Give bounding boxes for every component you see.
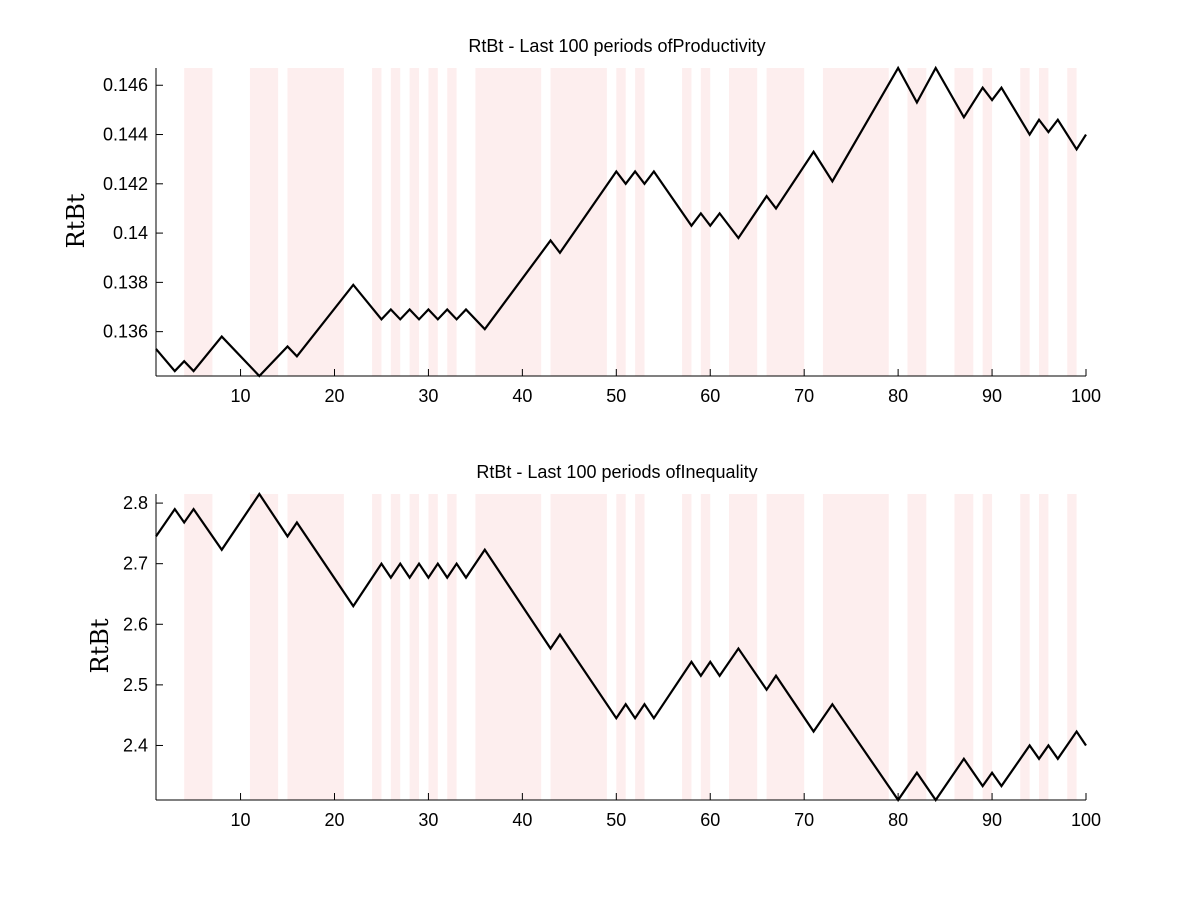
inequality-shaded-period <box>390 494 401 800</box>
productivity-shaded-period <box>729 68 758 376</box>
inequality-shaded-period <box>729 494 758 800</box>
productivity-y-tick-label: 0.144 <box>103 125 148 145</box>
inequality-panel: RtBt - Last 100 periods ofInequality 10 2… <box>86 462 1101 830</box>
inequality-x-tick-label: 60 <box>700 810 720 830</box>
inequality-shaded-period <box>907 494 927 800</box>
inequality-shaded-period <box>287 494 344 800</box>
inequality-x-tick-label: 80 <box>888 810 908 830</box>
inequality-x-tick-label: 20 <box>324 810 344 830</box>
productivity-x-tick-label: 60 <box>700 386 720 406</box>
productivity-shaded-period <box>184 68 213 376</box>
productivity-shaded-period <box>635 68 645 376</box>
inequality-series-line <box>155 492 1087 802</box>
productivity-shaded-period <box>1020 68 1030 376</box>
productivity-shaded-period <box>409 68 420 376</box>
inequality-x-tick-label: 70 <box>794 810 814 830</box>
productivity-y-tick-label: 0.14 <box>113 223 148 243</box>
inequality-shaded-period <box>1020 494 1030 800</box>
inequality-shaded-period <box>635 494 645 800</box>
productivity-y-tick-label: 0.138 <box>103 272 148 292</box>
productivity-shaded-period <box>1067 68 1077 376</box>
productivity-y-tick-label: 0.136 <box>103 322 148 342</box>
productivity-y-tick-label: 0.142 <box>103 174 148 194</box>
productivity-shaded-period <box>447 68 457 376</box>
inequality-y-axis-label: RtBt <box>86 618 114 673</box>
productivity-shaded-period <box>616 68 626 376</box>
inequality-shaded-period <box>249 494 279 800</box>
productivity-x-tick-label: 50 <box>606 386 626 406</box>
productivity-shaded-period <box>428 68 438 376</box>
inequality-axes <box>155 494 1086 801</box>
inequality-y-tick-label: 2.6 <box>123 614 148 634</box>
productivity-shaded-period <box>907 68 927 376</box>
productivity-panel: RtBt - Last 100 periods ofProductivity 1… <box>62 36 1101 406</box>
inequality-shaded-period <box>982 494 993 800</box>
inequality-shaded-period <box>822 494 889 800</box>
inequality-xticks: 10 20 30 40 50 60 70 80 90 100 <box>231 793 1101 830</box>
productivity-xticks: 10 20 30 40 50 60 70 80 90 100 <box>231 369 1101 406</box>
productivity-series-line <box>155 65 1087 378</box>
productivity-shaded-period <box>475 68 542 376</box>
inequality-shaded-period <box>475 494 542 800</box>
productivity-y-tick-label: 0.146 <box>103 75 148 95</box>
productivity-shaded-period <box>954 68 974 376</box>
productivity-shaded-period <box>700 68 711 376</box>
inequality-x-tick-label: 40 <box>512 810 532 830</box>
productivity-shaded-period <box>822 68 889 376</box>
productivity-shaded-period <box>982 68 993 376</box>
inequality-x-tick-label: 30 <box>418 810 438 830</box>
inequality-shaded-period <box>700 494 711 800</box>
inequality-shaded-period <box>428 494 438 800</box>
productivity-x-tick-label: 30 <box>418 386 438 406</box>
inequality-shaded-period <box>616 494 626 800</box>
inequality-x-tick-label: 50 <box>606 810 626 830</box>
inequality-shaded-period <box>954 494 974 800</box>
productivity-shaded-period <box>1039 68 1049 376</box>
productivity-shaded-period <box>682 68 692 376</box>
productivity-axes <box>155 68 1086 377</box>
productivity-shaded-period <box>249 68 279 376</box>
inequality-x-tick-label: 90 <box>982 810 1002 830</box>
inequality-line-layer <box>155 492 1087 802</box>
productivity-shaded-period <box>766 68 805 376</box>
productivity-shaded-period <box>390 68 401 376</box>
inequality-shaded-period <box>1067 494 1077 800</box>
inequality-shaded-period <box>447 494 457 800</box>
productivity-line-layer <box>155 65 1087 378</box>
productivity-shading <box>184 68 1077 376</box>
inequality-y-tick-label: 2.4 <box>123 735 148 755</box>
productivity-x-tick-label: 90 <box>982 386 1002 406</box>
inequality-x-tick-label: 100 <box>1071 810 1101 830</box>
inequality-shaded-period <box>184 494 213 800</box>
inequality-chart-title: RtBt - Last 100 periods ofInequality <box>476 462 757 482</box>
productivity-shaded-period <box>550 68 607 376</box>
inequality-shaded-period <box>1039 494 1049 800</box>
productivity-chart-title: RtBt - Last 100 periods ofProductivity <box>468 36 765 56</box>
productivity-x-tick-label: 10 <box>231 386 251 406</box>
inequality-shaded-period <box>682 494 692 800</box>
inequality-y-tick-label: 2.7 <box>123 554 148 574</box>
productivity-shaded-period <box>372 68 382 376</box>
productivity-x-tick-label: 100 <box>1071 386 1101 406</box>
productivity-x-tick-label: 70 <box>794 386 814 406</box>
productivity-y-axis-label: RtBt <box>62 193 90 248</box>
productivity-x-tick-label: 80 <box>888 386 908 406</box>
productivity-x-tick-label: 40 <box>512 386 532 406</box>
inequality-shaded-period <box>550 494 607 800</box>
inequality-shaded-period <box>409 494 420 800</box>
inequality-shaded-period <box>766 494 805 800</box>
inequality-shading <box>184 494 1077 800</box>
productivity-x-tick-label: 20 <box>324 386 344 406</box>
inequality-yticks: 2.4 2.5 2.6 2.7 2.8 <box>123 493 163 755</box>
productivity-shaded-period <box>287 68 344 376</box>
productivity-yticks: 0.136 0.138 0.14 0.142 0.144 0.146 <box>103 75 163 342</box>
inequality-y-tick-label: 2.8 <box>123 493 148 513</box>
inequality-x-tick-label: 10 <box>231 810 251 830</box>
inequality-y-tick-label: 2.5 <box>123 675 148 695</box>
inequality-shaded-period <box>372 494 382 800</box>
